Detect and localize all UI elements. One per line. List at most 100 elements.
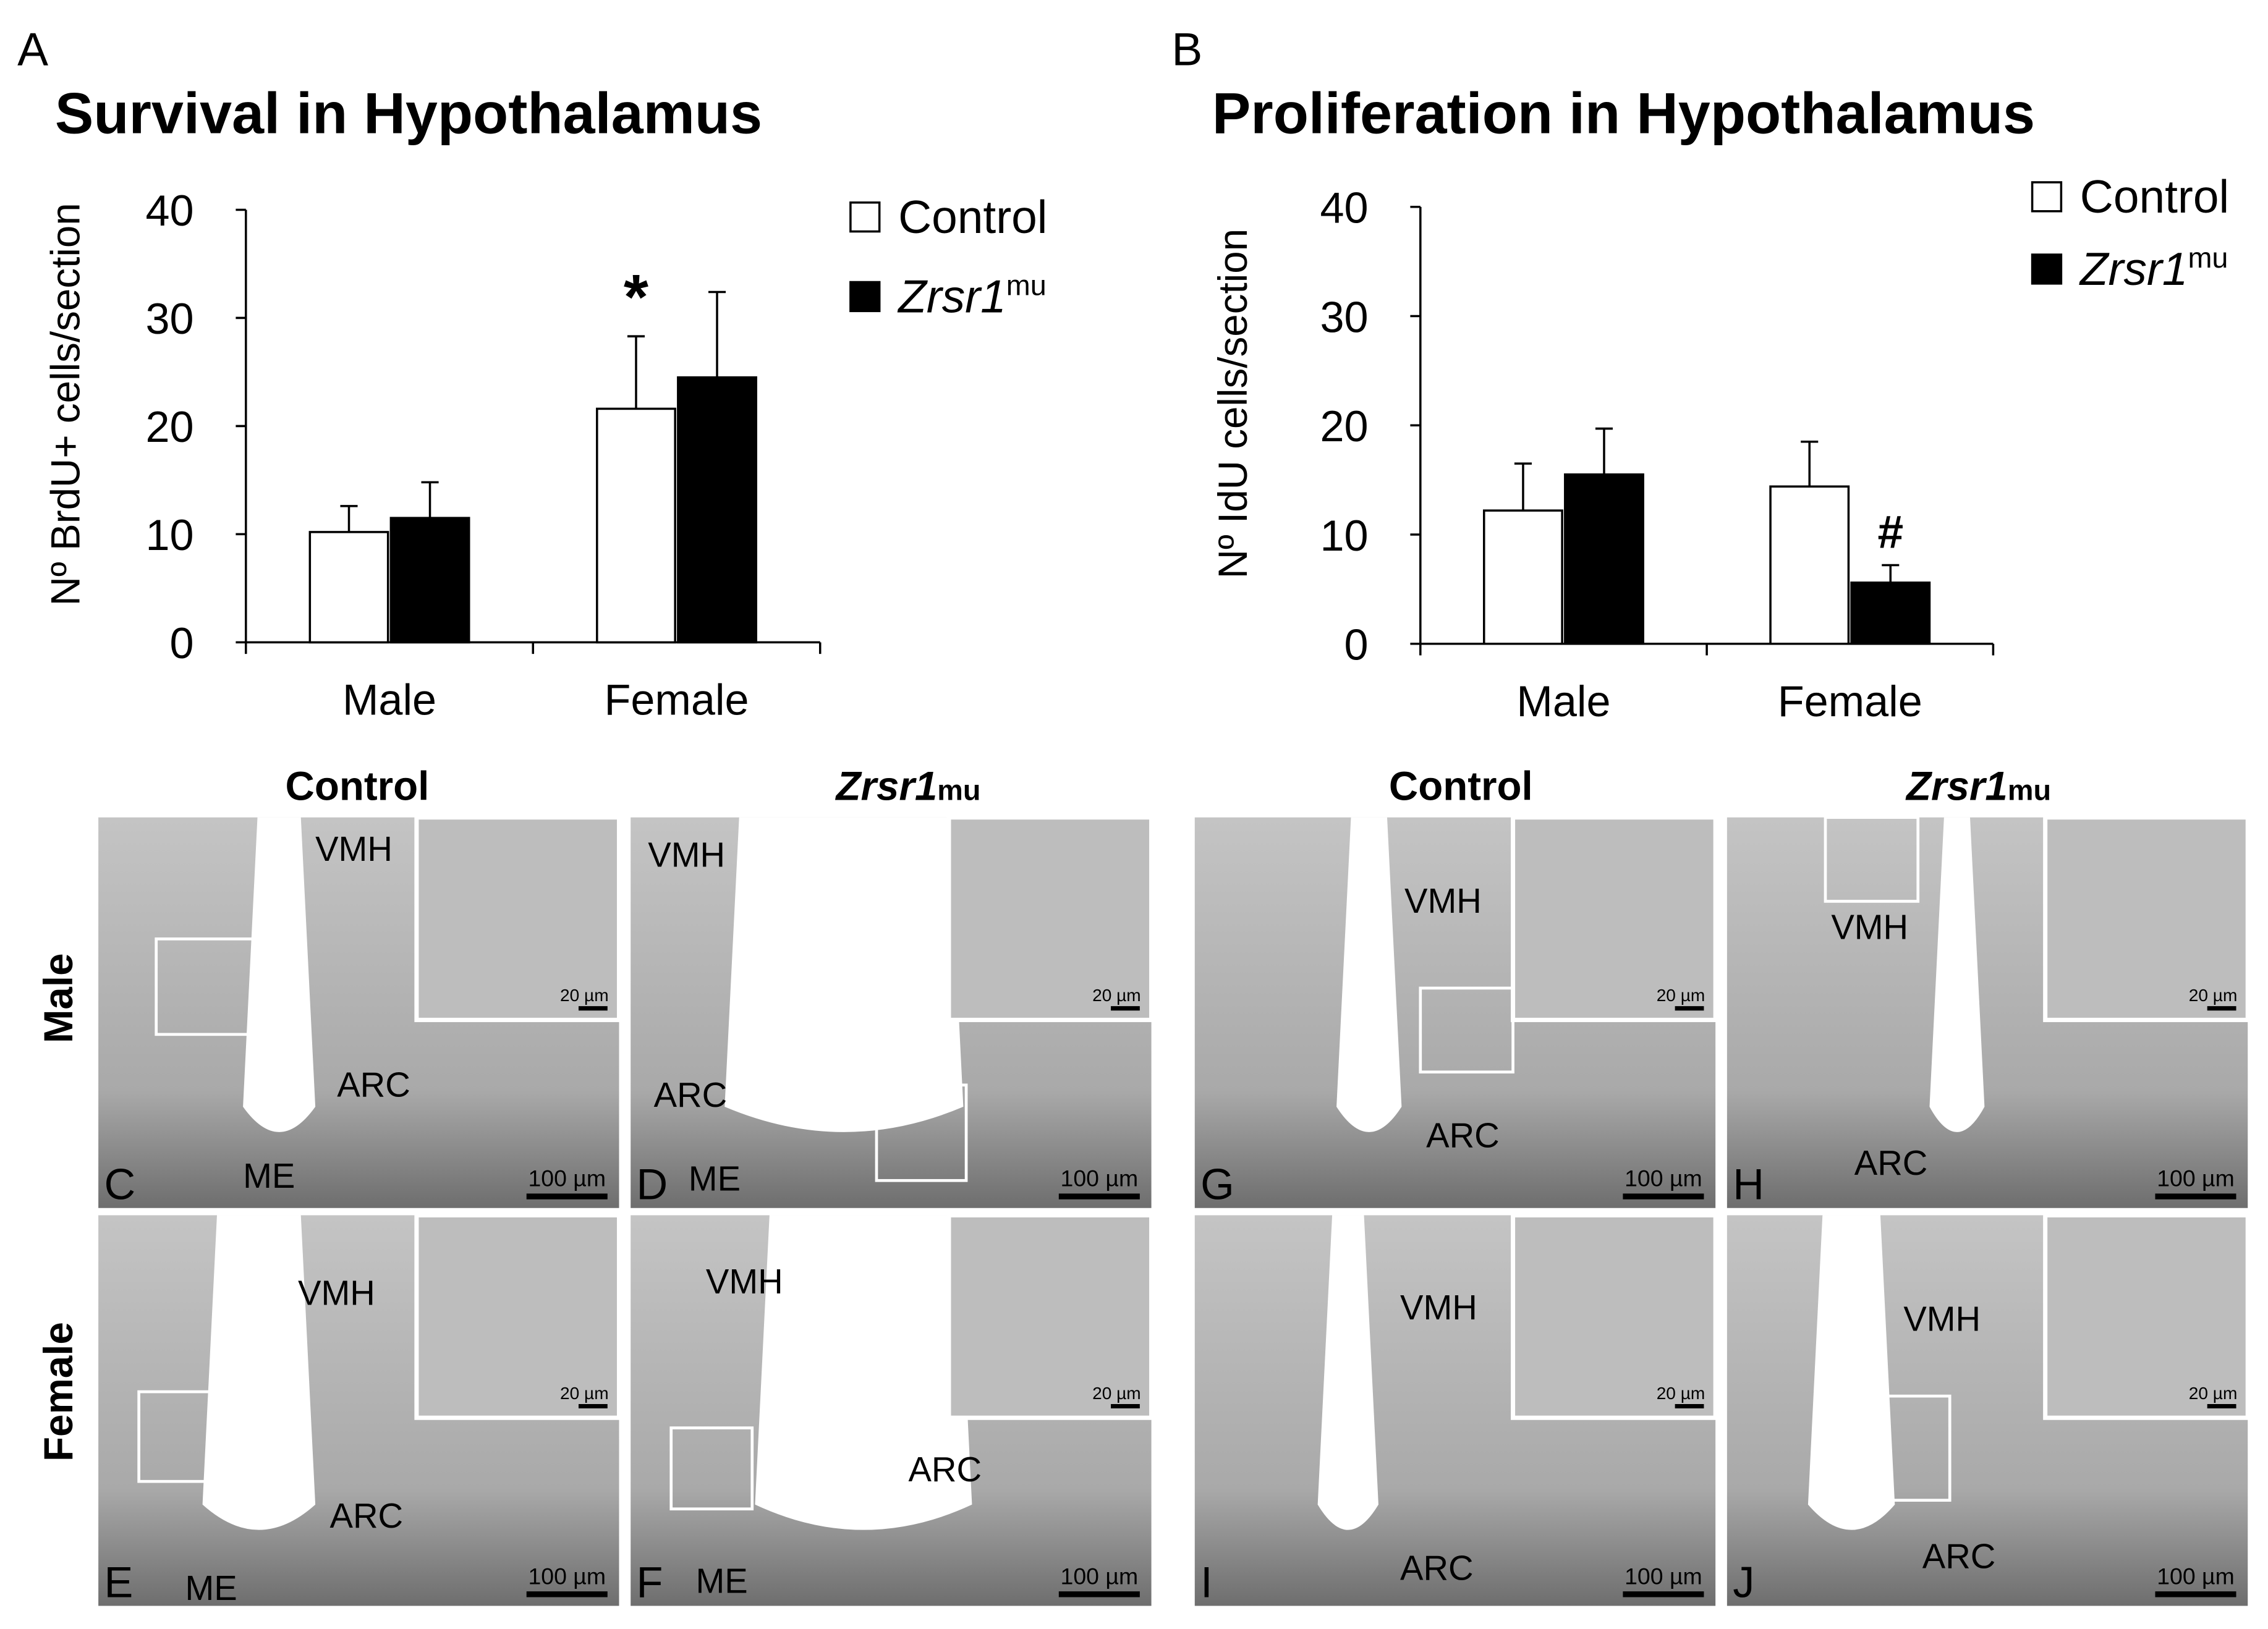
inset-region — [1824, 816, 1920, 903]
column-header-sub: mu — [2008, 774, 2051, 806]
region-label: VMH — [1903, 1300, 1981, 1339]
legend-superscript: mu — [1006, 269, 1047, 302]
inset — [2043, 815, 2250, 1022]
inset-region — [155, 937, 259, 1036]
panel-letter: I — [1200, 1557, 1213, 1606]
region-label: ARC — [1426, 1115, 1500, 1154]
legend-superscript: mu — [2188, 242, 2228, 274]
column-header: Control — [1389, 764, 1533, 809]
inset-scale-bar-label: 20 µm — [1657, 986, 1705, 1005]
inset-region — [1419, 986, 1514, 1074]
bar — [1850, 582, 1931, 645]
y-tick-label: 20 — [145, 402, 193, 451]
column-header-text: Control — [1389, 764, 1533, 809]
bar — [1564, 473, 1644, 645]
panel-letter: A — [17, 23, 48, 75]
legend-name: Zrsr1 — [2079, 243, 2188, 295]
y-tick-label: 40 — [1320, 184, 1368, 232]
inset-region — [669, 1426, 754, 1511]
panel-letter: D — [637, 1160, 668, 1209]
legend-label: Zrsr1mu — [2079, 242, 2228, 295]
y-tick-label: 20 — [1320, 402, 1368, 451]
y-tick-label: 0 — [1344, 620, 1369, 669]
region-label: ARC — [330, 1496, 404, 1535]
scale-bar-label: 100 µm — [528, 1563, 606, 1589]
panel-letter: B — [1171, 23, 1202, 75]
region-label: ARC — [1854, 1143, 1928, 1182]
x-tick-label: Male — [342, 675, 436, 724]
scale-bar-label: 100 µm — [1625, 1166, 1702, 1191]
panel-letter: F — [637, 1557, 663, 1606]
region-label: VMH — [315, 829, 393, 868]
scale-bar-label: 100 µm — [2157, 1563, 2235, 1589]
x-tick-label: Male — [1516, 677, 1610, 726]
inset — [2043, 1212, 2250, 1420]
panel-letter: C — [104, 1160, 135, 1209]
column-header-text: Control — [286, 764, 430, 809]
legend-name: Control — [898, 191, 1047, 243]
y-axis-label: Nº BrdU+ cells/section — [43, 203, 88, 606]
row-header: Male — [36, 953, 81, 1043]
legend-swatch — [2031, 253, 2063, 285]
bar — [1769, 485, 1850, 645]
y-tick-label: 10 — [145, 510, 193, 559]
ventricle — [243, 817, 316, 1132]
bar — [308, 531, 389, 644]
column-header-text: Zrsr1 — [1905, 764, 2008, 809]
legend-name: Control — [2080, 171, 2229, 222]
scale-bar-label: 100 µm — [528, 1166, 606, 1191]
inset-scale-bar-label: 20 µm — [2189, 986, 2238, 1005]
region-label: ME — [689, 1159, 741, 1198]
legend-swatch — [849, 281, 881, 313]
y-tick-label: 0 — [170, 619, 194, 667]
row-header: Female — [36, 1322, 81, 1462]
region-label: ARC — [654, 1075, 728, 1114]
region-label: VMH — [648, 835, 725, 874]
bar — [389, 517, 470, 644]
inset-scale-bar-label: 20 µm — [1092, 986, 1141, 1005]
x-tick-label: Female — [1778, 677, 1922, 726]
inset-region — [875, 1083, 968, 1182]
ventricle — [1336, 817, 1402, 1132]
ventricle — [1929, 817, 1985, 1132]
inset — [414, 1212, 621, 1420]
x-tick-label: Female — [604, 675, 749, 724]
legend-swatch — [849, 201, 881, 233]
bar — [1483, 509, 1563, 645]
column-header: Control — [286, 764, 430, 809]
region-label: ARC — [1400, 1548, 1474, 1587]
legend-label: Control — [898, 191, 1047, 243]
ventricle — [724, 817, 964, 1132]
inset-scale-bar-label: 20 µm — [560, 986, 609, 1005]
column-header: Zrsr1mu — [1905, 764, 2051, 809]
inset — [1511, 1212, 1718, 1420]
ventricle — [755, 1215, 972, 1530]
y-tick-label: 40 — [145, 186, 193, 235]
ventricle — [1807, 1215, 1895, 1530]
legend-label: Zrsr1mu — [897, 269, 1047, 323]
ventricle — [1317, 1215, 1378, 1530]
y-axis-label: Nº IdU cells/section — [1210, 229, 1255, 579]
inset-scale-bar-label: 20 µm — [560, 1384, 609, 1403]
inset — [946, 1212, 1154, 1420]
region-label: ARC — [1922, 1537, 1996, 1576]
bar — [596, 407, 676, 644]
inset-scale-bar-label: 20 µm — [2189, 1384, 2238, 1403]
chart-title: Proliferation in Hypothalamus — [1212, 80, 2035, 145]
inset-scale-bar-label: 20 µm — [1657, 1384, 1705, 1403]
scale-bar-label: 100 µm — [1061, 1166, 1139, 1191]
panel-letter: E — [104, 1557, 133, 1606]
bar — [677, 376, 757, 644]
legend-swatch — [2031, 181, 2063, 213]
region-label: ME — [185, 1568, 237, 1607]
region-label: VMH — [1400, 1288, 1477, 1327]
significance-mark: * — [624, 261, 648, 332]
panel-letter: J — [1733, 1557, 1754, 1606]
region-label: ME — [243, 1156, 295, 1195]
significance-mark: # — [1877, 506, 1903, 557]
column-header-sub: mu — [937, 774, 980, 806]
column-header: Zrsr1mu — [835, 764, 980, 809]
inset-region — [1884, 1394, 1952, 1502]
